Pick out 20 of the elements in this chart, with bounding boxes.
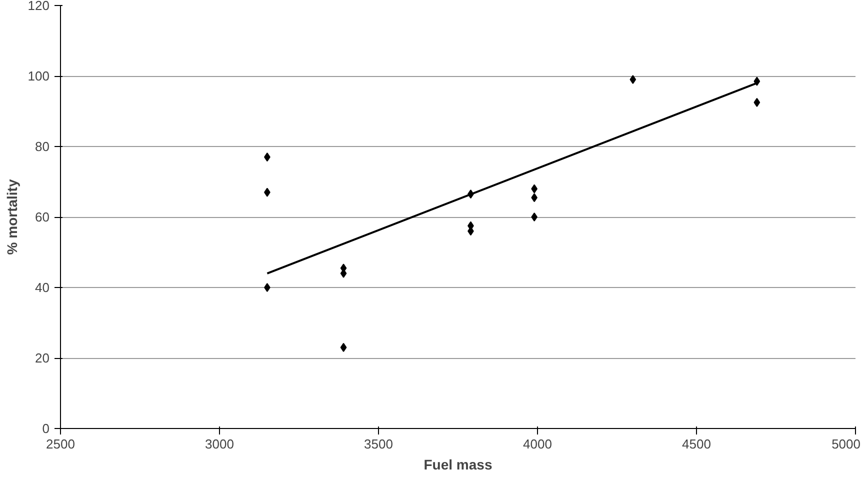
x-tick-label: 4000 xyxy=(523,436,552,452)
y-tick-label: 120 xyxy=(28,0,50,13)
x-tick-label: 2500 xyxy=(46,436,75,452)
y-axis-title: % mortality xyxy=(4,179,20,255)
y-tick-label: 100 xyxy=(28,68,50,84)
x-tick-label: 4500 xyxy=(682,436,711,452)
y-tick-label: 80 xyxy=(35,139,50,154)
point xyxy=(630,75,636,84)
y-tick-label: 40 xyxy=(35,280,50,295)
x-axis-title: Fuel mass xyxy=(424,456,492,472)
x-tick-label: 5000 xyxy=(832,436,860,452)
point xyxy=(531,212,538,222)
y-tick-label: 20 xyxy=(35,350,50,366)
point xyxy=(340,342,347,352)
point xyxy=(754,98,760,107)
point xyxy=(264,283,270,292)
y-tick-label: 0 xyxy=(42,421,50,436)
y-tick-label: 60 xyxy=(35,210,50,224)
x-tick-label: 3500 xyxy=(364,436,393,452)
x-tick-label: 3000 xyxy=(205,436,234,452)
